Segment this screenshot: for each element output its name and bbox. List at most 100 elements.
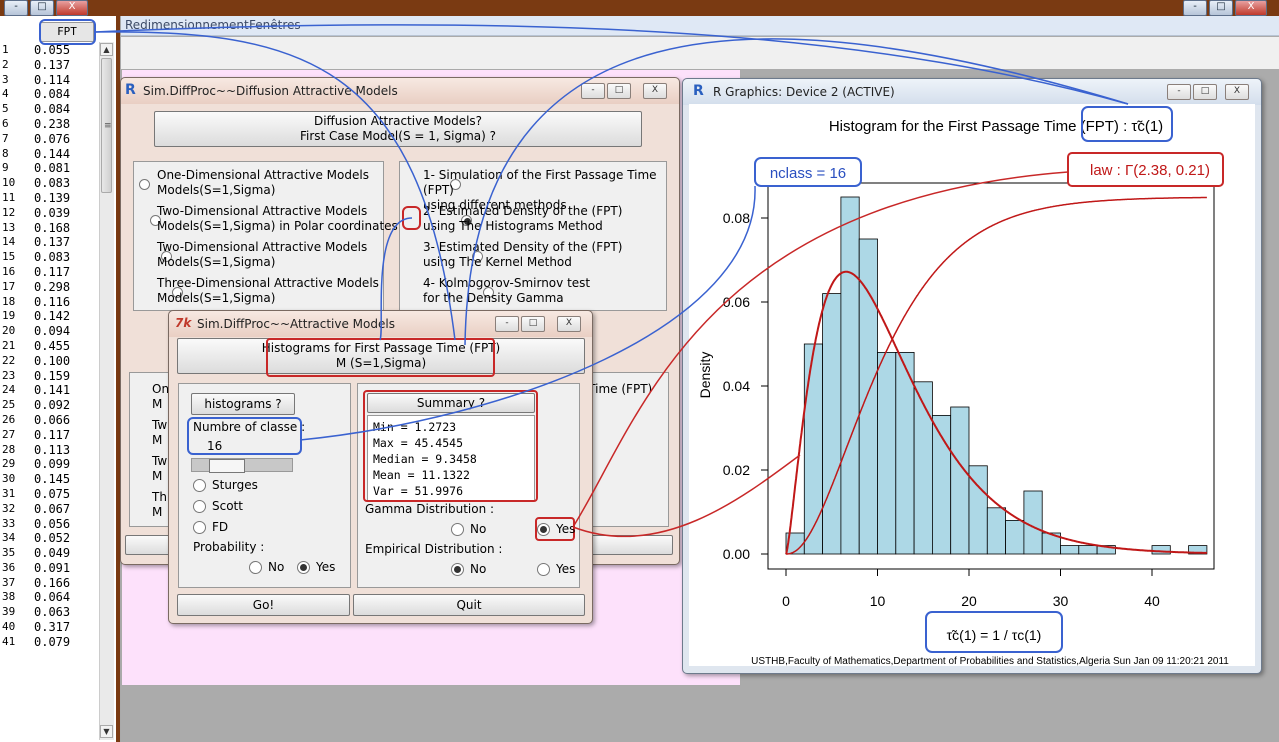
restore-button[interactable]: □ <box>1193 84 1217 100</box>
fpt-cell[interactable]: 0.067 <box>34 501 71 516</box>
scroll-down-arrow-icon[interactable]: ▼ <box>100 725 113 738</box>
dimension-option-1[interactable]: One-Dimensional Attractive Models Models… <box>157 168 369 197</box>
radio-button-icon[interactable] <box>249 561 262 574</box>
fpt-cell[interactable]: 0.166 <box>34 575 71 590</box>
minimize-button[interactable]: - <box>1167 84 1191 100</box>
fpt-cell[interactable]: 0.113 <box>34 442 71 457</box>
radio-button-icon[interactable] <box>472 251 483 262</box>
scrollbar-thumb[interactable]: ≡ <box>101 58 112 193</box>
empirical-yes[interactable]: Yes <box>537 562 575 576</box>
radio-button-icon[interactable] <box>193 500 206 513</box>
diffusion-models-header-button[interactable]: Diffusion Attractive Models? First Case … <box>154 111 642 147</box>
fpt-cell[interactable]: 0.084 <box>34 102 71 117</box>
menu-redimensionnement[interactable]: Redimensionnement <box>125 18 249 32</box>
fpt-cell[interactable]: 0.238 <box>34 116 71 131</box>
slider-thumb[interactable] <box>209 459 245 473</box>
radio-button-icon[interactable] <box>193 521 206 534</box>
gamma-no[interactable]: No <box>451 522 486 536</box>
restore-button[interactable]: □ <box>521 316 545 332</box>
method-option-1[interactable]: 1- Simulation of the First Passage Time … <box>423 168 657 212</box>
fpt-cell[interactable]: 0.117 <box>34 264 71 279</box>
radio-button-icon[interactable] <box>161 251 172 262</box>
fpt-cell[interactable]: 0.083 <box>34 176 71 191</box>
fpt-cell[interactable]: 0.092 <box>34 398 71 413</box>
fpt-cell[interactable]: 0.317 <box>34 620 71 635</box>
fpt-cell[interactable]: 0.055 <box>34 43 71 57</box>
close-button[interactable]: X <box>1225 84 1249 100</box>
fpt-cell[interactable]: 0.083 <box>34 250 71 265</box>
dimension-option-2[interactable]: Two-Dimensional Attractive Models Models… <box>157 204 398 233</box>
probability-no[interactable]: No <box>249 560 284 574</box>
fpt-cell[interactable]: 0.052 <box>34 531 71 546</box>
close-button[interactable]: X <box>643 83 667 99</box>
fpt-cell[interactable]: 0.145 <box>34 472 71 487</box>
fpt-cell[interactable]: 0.039 <box>34 205 71 220</box>
radio-button-icon[interactable] <box>451 523 464 536</box>
restore-button[interactable]: □ <box>30 0 54 16</box>
column-header-fpt[interactable]: FPT <box>40 22 94 42</box>
close-button[interactable]: X <box>1235 0 1267 16</box>
radio-button-icon[interactable] <box>172 287 183 298</box>
fpt-cell[interactable]: 0.100 <box>34 353 71 368</box>
partial-option-3[interactable]: Tw M <box>152 454 168 483</box>
method-option-3[interactable]: 3- Estimated Density of the (FPT) using … <box>423 240 623 269</box>
partial-option-1[interactable]: On M <box>152 382 170 411</box>
fpt-cell[interactable]: 0.117 <box>34 427 71 442</box>
empirical-no[interactable]: No <box>451 562 486 576</box>
fpt-cell[interactable]: 0.063 <box>34 605 71 620</box>
minimize-button[interactable]: - <box>495 316 519 332</box>
radio-button-icon[interactable] <box>139 179 150 190</box>
close-button[interactable]: X <box>56 0 88 16</box>
fpt-cell[interactable]: 0.298 <box>34 279 71 294</box>
go-button[interactable]: Go! <box>177 594 350 616</box>
radio-button-icon[interactable] <box>483 287 494 298</box>
menu-fenetres[interactable]: Fenêtres <box>249 18 301 32</box>
radio-button-icon[interactable] <box>537 563 550 576</box>
fpt-cell[interactable]: 0.075 <box>34 486 71 501</box>
breaks-option-sturges[interactable]: Sturges <box>193 478 258 492</box>
radio-button-icon[interactable] <box>193 479 206 492</box>
fpt-cell[interactable]: 0.066 <box>34 412 71 427</box>
breaks-option-scott[interactable]: Scott <box>193 499 243 513</box>
fpt-cell[interactable]: 0.142 <box>34 309 71 324</box>
fpt-cell[interactable]: 0.137 <box>34 235 71 250</box>
fpt-cell[interactable]: 0.064 <box>34 590 71 605</box>
quit-button[interactable]: Quit <box>353 594 585 616</box>
fpt-cell[interactable]: 0.056 <box>34 516 71 531</box>
radio-button-icon[interactable] <box>297 561 310 574</box>
fpt-cell[interactable]: 0.159 <box>34 368 71 383</box>
dimension-option-4[interactable]: Three-Dimensional Attractive Models Mode… <box>157 276 379 305</box>
fpt-cell[interactable]: 0.168 <box>34 220 71 235</box>
restore-button[interactable]: □ <box>607 83 631 99</box>
fpt-cell[interactable]: 0.091 <box>34 560 71 575</box>
fpt-cell[interactable]: 0.084 <box>34 87 71 102</box>
summary-button[interactable]: Summary ? <box>367 393 535 413</box>
partial-option-2[interactable]: Tw M <box>152 418 168 447</box>
fpt-cell[interactable]: 0.141 <box>34 383 71 398</box>
method-option-4[interactable]: 4- Kolmogorov-Smirnov test for the Densi… <box>423 276 591 305</box>
close-button[interactable]: X <box>557 316 581 332</box>
dimension-option-3[interactable]: Two-Dimensional Attractive Models Models… <box>157 240 368 269</box>
radio-button-icon[interactable] <box>450 179 461 190</box>
radio-button-icon[interactable] <box>150 215 161 226</box>
fpt-cell[interactable]: 0.139 <box>34 190 71 205</box>
breaks-option-fd[interactable]: FD <box>193 520 228 534</box>
fpt-cell[interactable]: 0.144 <box>34 146 71 161</box>
radio-button-icon[interactable] <box>451 563 464 576</box>
probability-yes[interactable]: Yes <box>297 560 335 574</box>
fpt-cell[interactable]: 0.079 <box>34 634 71 649</box>
fpt-cell[interactable]: 0.049 <box>34 546 71 561</box>
summary-textbox[interactable]: Min = 1.2723 Max = 45.4545 Median = 9.3458… <box>367 415 535 501</box>
fpt-cell[interactable]: 0.076 <box>34 131 71 146</box>
fpt-cell[interactable]: 0.094 <box>34 324 71 339</box>
minimize-button[interactable]: - <box>4 0 28 16</box>
nclass-slider[interactable] <box>191 458 293 473</box>
histograms-button[interactable]: histograms ? <box>191 393 295 415</box>
method-option-2[interactable]: 2- Estimated Density of the (FPT) using … <box>423 204 623 233</box>
fpt-cell[interactable]: 0.137 <box>34 57 71 72</box>
minimize-button[interactable]: - <box>1183 0 1207 16</box>
fpt-cell[interactable]: 0.099 <box>34 457 71 472</box>
radio-button-icon[interactable] <box>461 215 472 226</box>
fpt-cell[interactable]: 0.116 <box>34 294 71 309</box>
fpt-cell[interactable]: 0.081 <box>34 161 71 176</box>
